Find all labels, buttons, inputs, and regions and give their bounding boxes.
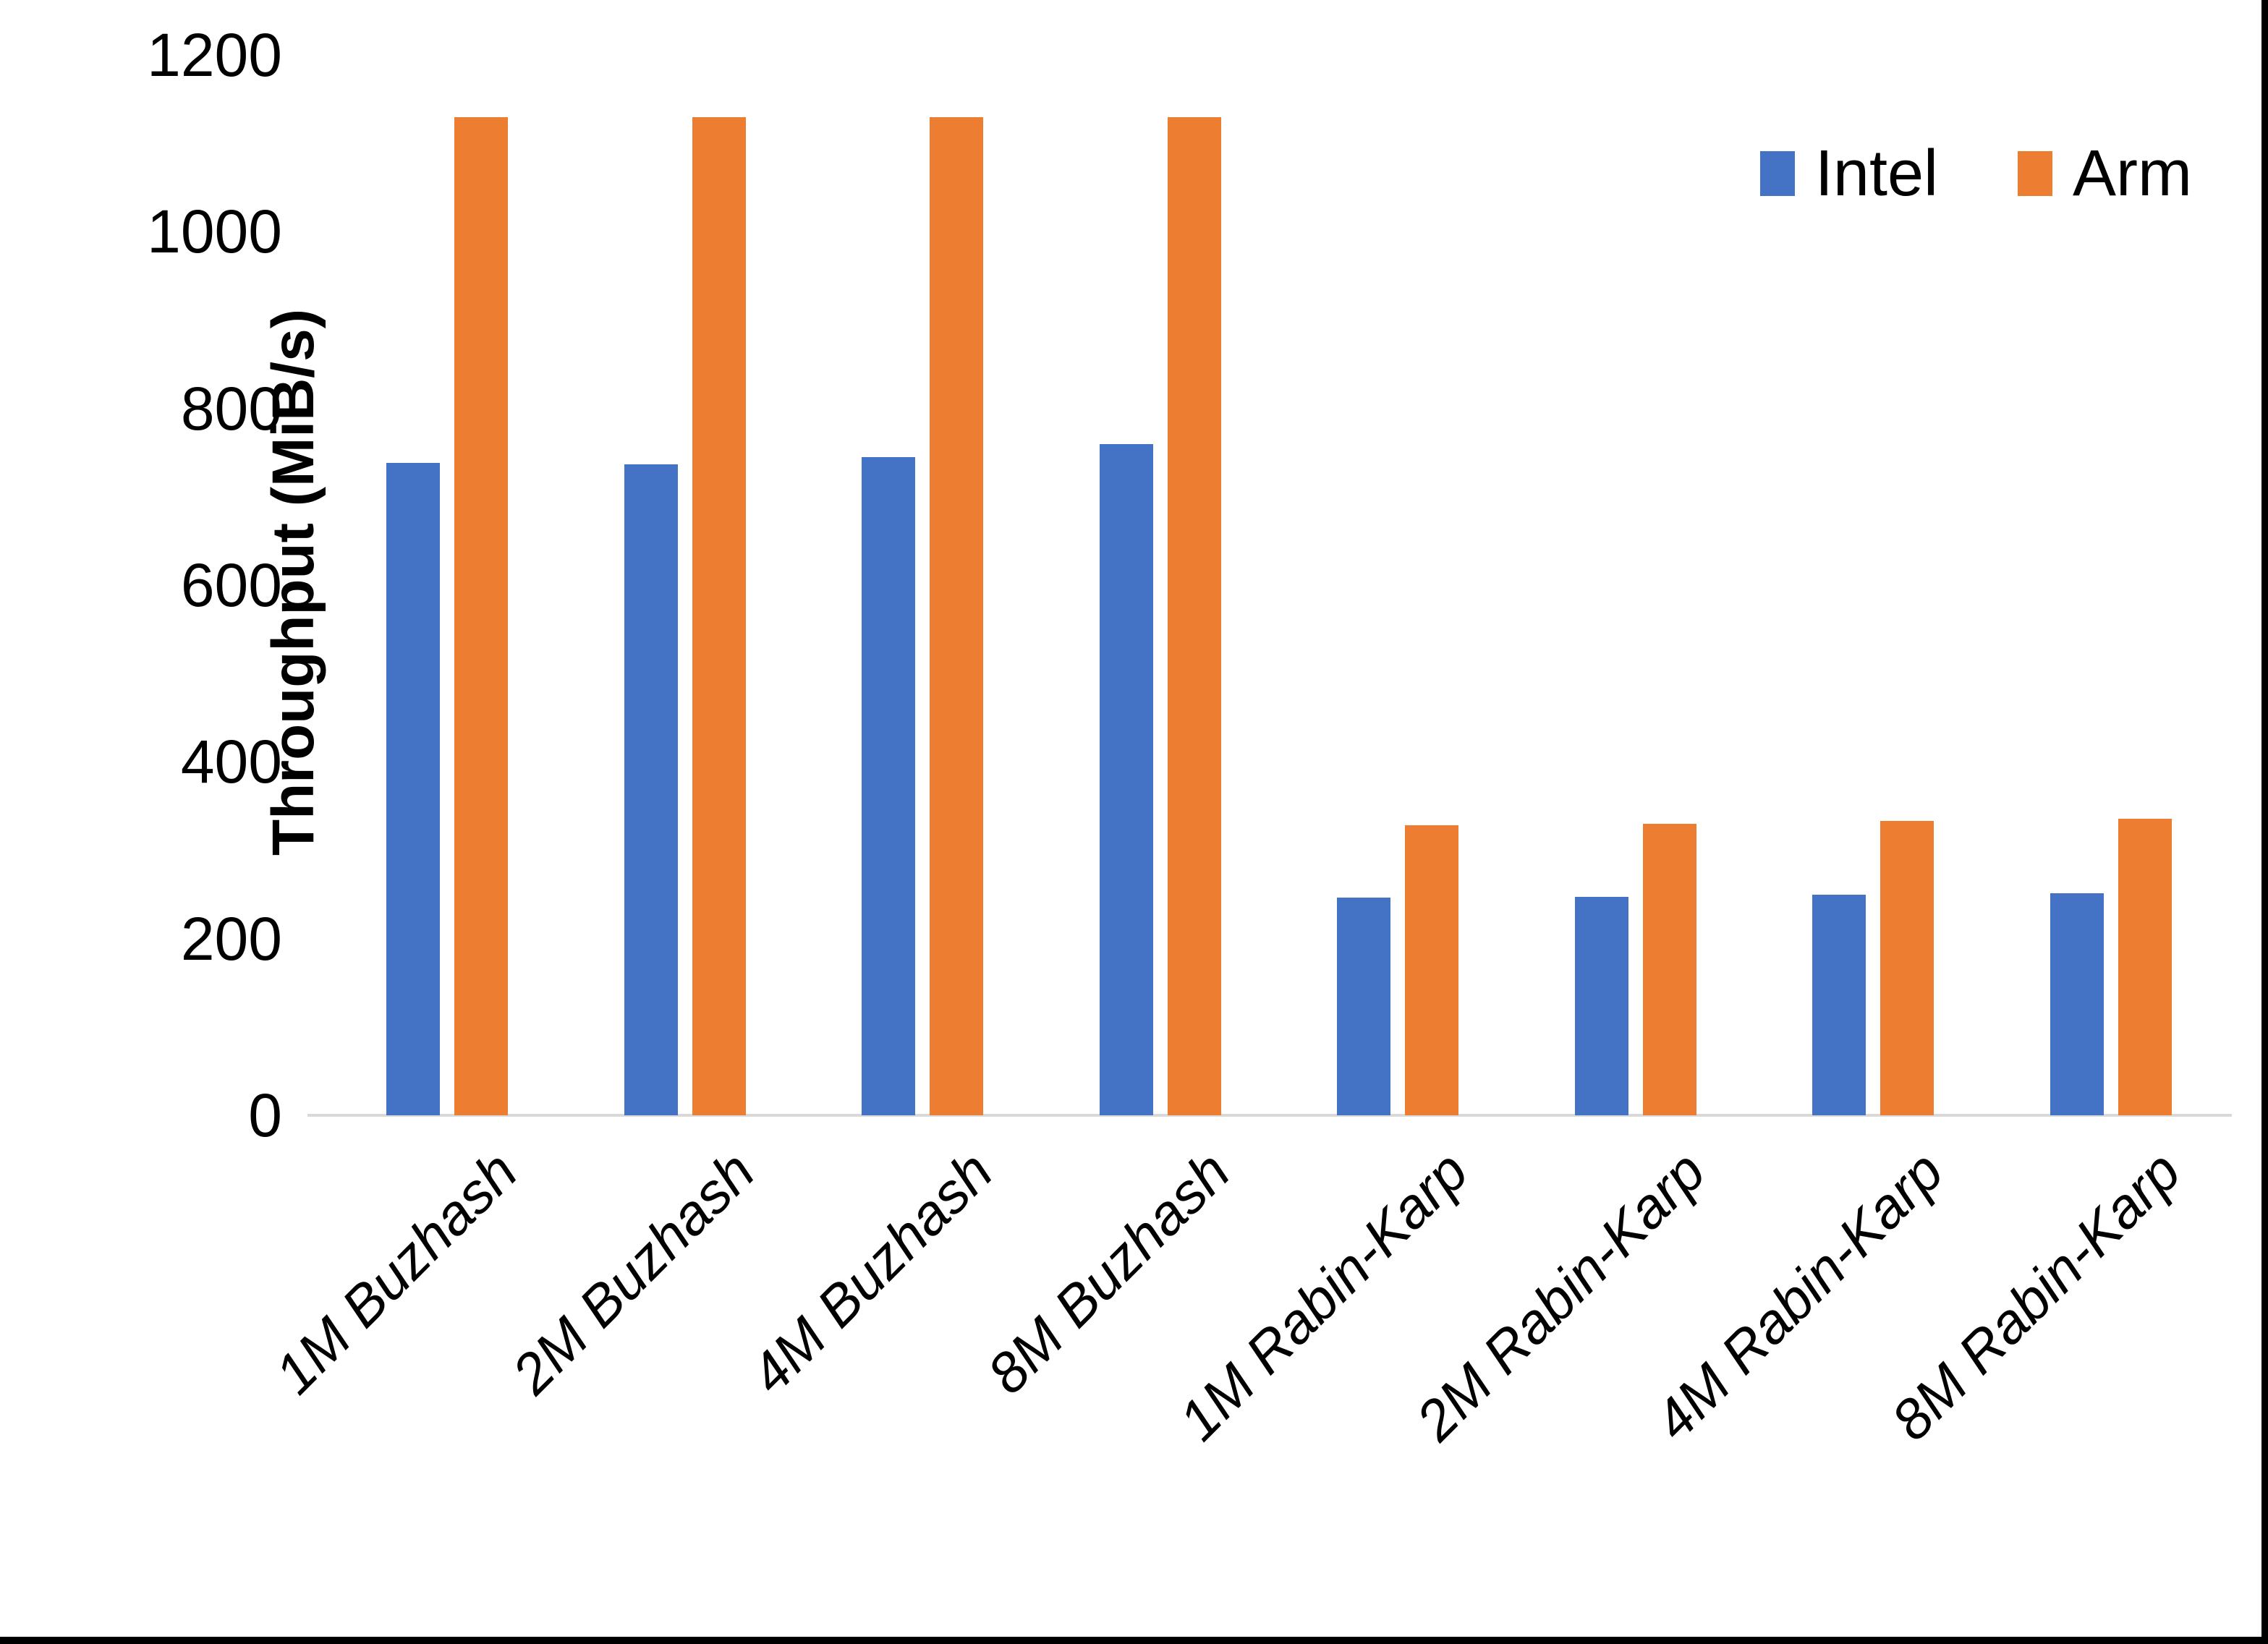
x-category-label: 2M Buzhash [499, 1138, 767, 1406]
arm-bar-4m-buzhash [930, 116, 984, 1115]
y-tick-label: 1200 [147, 21, 282, 89]
legend-label: Intel [1814, 137, 1939, 210]
x-axis-line [307, 1114, 2232, 1117]
window-edge-bottom [0, 1637, 2268, 1644]
intel-bar-4m-buzhash [862, 456, 916, 1115]
legend-label: Arm [2073, 137, 2192, 210]
intel-bar-2m-buzhash [624, 464, 678, 1115]
arm-legend-swatch [2018, 151, 2053, 196]
x-category-label: 4M Buzhash [737, 1138, 1005, 1406]
intel-bar-2m-rabin-karp [1574, 897, 1628, 1115]
arm-bar-1m-rabin-karp [1405, 825, 1459, 1115]
arm-bar-2m-buzhash [692, 116, 746, 1115]
arm-bar-4m-rabin-karp [1880, 821, 1934, 1115]
intel-bar-4m-rabin-karp [1812, 894, 1866, 1115]
intel-bar-1m-buzhash [386, 463, 441, 1115]
y-tick-label: 0 [248, 1081, 282, 1149]
intel-legend-swatch [1759, 151, 1795, 196]
arm-bar-8m-rabin-karp [2118, 818, 2172, 1115]
arm-bar-2m-rabin-karp [1642, 823, 1696, 1115]
intel-bar-8m-rabin-karp [2050, 893, 2104, 1115]
y-tick-label: 400 [180, 728, 282, 796]
arm-bar-8m-buzhash [1167, 116, 1221, 1115]
window-edge-right [2261, 0, 2268, 1644]
intel-bar-1m-rabin-karp [1337, 898, 1391, 1115]
legend-item-intel: Intel [1759, 137, 1939, 210]
legend-item-arm: Arm [2018, 141, 2192, 206]
y-tick-label: 200 [180, 904, 282, 973]
y-tick-label: 600 [180, 551, 282, 619]
intel-bar-8m-buzhash [1099, 443, 1153, 1115]
arm-bar-1m-buzhash [454, 116, 509, 1115]
x-category-label: 1M Buzhash [262, 1138, 530, 1406]
y-tick-label: 1000 [147, 197, 282, 266]
y-tick-label: 800 [180, 374, 282, 443]
legend: Intel Arm [1759, 137, 2192, 210]
